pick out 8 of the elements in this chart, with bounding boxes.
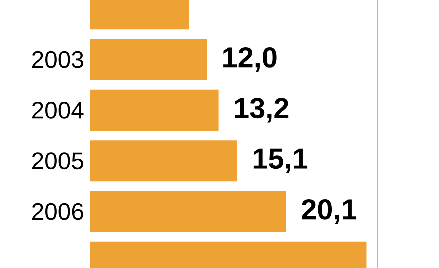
y-tick-label: 2004 bbox=[32, 102, 84, 119]
y-tick-label: 2003 bbox=[32, 51, 84, 68]
data-label: 13,2 bbox=[235, 98, 289, 123]
data-label: 15,1 bbox=[254, 148, 308, 174]
data-label: 20,1 bbox=[302, 199, 357, 224]
y-tick-label: 2005 bbox=[32, 152, 84, 170]
data-label: 12,0 bbox=[224, 47, 277, 72]
y-tick-label: 2006 bbox=[32, 203, 84, 220]
